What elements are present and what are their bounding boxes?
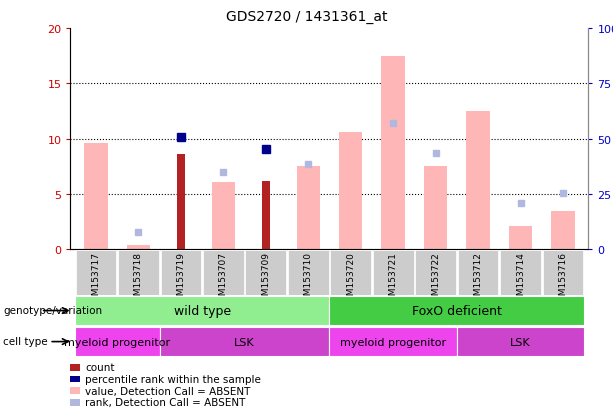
Text: myeloid progenitor: myeloid progenitor [340, 337, 446, 347]
Text: LSK: LSK [234, 337, 255, 347]
FancyBboxPatch shape [457, 327, 584, 356]
FancyBboxPatch shape [75, 327, 159, 356]
FancyBboxPatch shape [330, 296, 584, 325]
FancyBboxPatch shape [288, 250, 329, 295]
Text: GSM153721: GSM153721 [389, 251, 398, 306]
FancyBboxPatch shape [75, 296, 330, 325]
Text: LSK: LSK [510, 337, 531, 347]
Text: myeloid progenitor: myeloid progenitor [64, 337, 170, 347]
Bar [85, 144, 108, 250]
Bar [297, 167, 320, 250]
Text: GSM153714: GSM153714 [516, 251, 525, 306]
FancyBboxPatch shape [330, 250, 371, 295]
Bar [127, 245, 150, 250]
FancyBboxPatch shape [75, 250, 116, 295]
Text: percentile rank within the sample: percentile rank within the sample [85, 374, 261, 384]
FancyBboxPatch shape [118, 250, 159, 295]
Text: GSM153717: GSM153717 [91, 251, 101, 306]
Bar [509, 227, 532, 250]
FancyBboxPatch shape [458, 250, 498, 295]
Text: GSM153709: GSM153709 [261, 251, 270, 306]
Text: GSM153720: GSM153720 [346, 251, 355, 306]
FancyBboxPatch shape [245, 250, 286, 295]
Text: GSM153707: GSM153707 [219, 251, 228, 306]
Bar [177, 155, 185, 250]
Text: FoxO deficient: FoxO deficient [412, 304, 502, 317]
Bar [381, 57, 405, 250]
Text: GSM153710: GSM153710 [304, 251, 313, 306]
Text: genotype/variation: genotype/variation [3, 306, 102, 316]
Text: GSM153718: GSM153718 [134, 251, 143, 306]
Text: GDS2720 / 1431361_at: GDS2720 / 1431361_at [226, 10, 387, 24]
Text: GSM153716: GSM153716 [558, 251, 568, 306]
FancyBboxPatch shape [159, 327, 330, 356]
Text: rank, Detection Call = ABSENT: rank, Detection Call = ABSENT [85, 397, 246, 407]
Bar [424, 167, 447, 250]
Bar [211, 183, 235, 250]
Text: cell type: cell type [3, 337, 48, 347]
Text: value, Detection Call = ABSENT: value, Detection Call = ABSENT [85, 386, 251, 396]
Text: count: count [85, 363, 115, 373]
FancyBboxPatch shape [500, 250, 541, 295]
Bar [466, 112, 490, 250]
FancyBboxPatch shape [373, 250, 414, 295]
Text: GSM153712: GSM153712 [474, 251, 482, 306]
Bar [339, 133, 362, 250]
Text: wild type: wild type [173, 304, 230, 317]
Text: GSM153722: GSM153722 [431, 251, 440, 306]
Bar [262, 181, 270, 250]
FancyBboxPatch shape [543, 250, 584, 295]
Bar [551, 211, 574, 250]
FancyBboxPatch shape [161, 250, 201, 295]
FancyBboxPatch shape [203, 250, 244, 295]
Text: GSM153719: GSM153719 [177, 251, 185, 306]
FancyBboxPatch shape [415, 250, 456, 295]
FancyBboxPatch shape [330, 327, 457, 356]
